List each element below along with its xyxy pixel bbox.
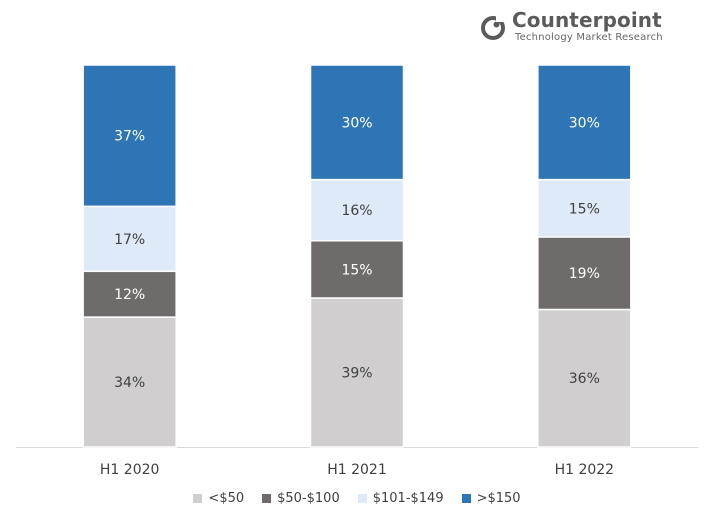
legend-label-101-149: $101-$149 — [372, 490, 444, 506]
data-label-h1-2021-50-100: 15% — [341, 262, 372, 278]
legend-item-101-149: $101-$149 — [357, 490, 444, 506]
legend-swatch-50 — [193, 493, 203, 503]
legend-item-150: >$150 — [461, 490, 521, 506]
legend-swatch-150 — [461, 493, 471, 503]
data-label-h1-2022-101-149: 15% — [569, 201, 600, 217]
stacked-bar-chart: 34% 12% 17% 37% H1 2020 39% 15% 16% 30% H1 2021 36… — [16, 64, 698, 478]
bar-segment-h1-2020-150 — [82, 64, 177, 208]
legend-label-50: <$50 — [208, 490, 245, 506]
legend-item-50: <$50 — [193, 491, 244, 506]
legend-swatch-50-100 — [262, 493, 272, 503]
logo-name: Counterpoint — [512, 8, 662, 32]
legend-label-50-100: $50-$100 — [277, 490, 340, 506]
data-label-h1-2022-50-100: 19% — [569, 266, 600, 282]
bar-segment-h1-2021-101-149 — [309, 178, 405, 242]
data-label-h1-2021-50: 39% — [341, 366, 372, 382]
data-label-h1-2020-50: 34% — [114, 375, 145, 391]
legend-label-150: >$150 — [476, 490, 521, 506]
x-tick-label-h1-2021: H1 2021 — [327, 462, 387, 478]
data-label-h1-2020-50-100: 12% — [114, 287, 145, 303]
legend-swatch-101-149 — [357, 493, 367, 503]
legend-item-50-100: $50-$100 — [262, 491, 340, 506]
data-label-h1-2021-150: 30% — [341, 115, 372, 131]
bar-segment-h1-2021-50-100 — [309, 239, 405, 299]
data-label-h1-2020-101-149: 17% — [114, 232, 145, 248]
counterpoint-logo-icon — [481, 16, 505, 40]
data-label-h1-2022-150: 30% — [569, 115, 600, 131]
bar-segment-h1-2022-101-149 — [537, 178, 632, 238]
bar-segment-h1-2020-50 — [82, 316, 177, 448]
bar-segment-h1-2021-150 — [309, 64, 405, 181]
logo-tagline: Technology Market Research — [515, 32, 663, 43]
bar-segment-h1-2020-50-100 — [82, 270, 177, 318]
bar-segment-h1-2022-50 — [537, 308, 632, 448]
counterpoint-logo: Counterpoint Technology Market Research — [479, 8, 704, 46]
data-label-h1-2022-50: 36% — [569, 371, 600, 387]
bar-segment-h1-2022-150 — [537, 64, 632, 181]
x-tick-label-h1-2022: H1 2022 — [555, 462, 615, 478]
x-tick-label-h1-2020: H1 2020 — [100, 462, 160, 478]
data-label-h1-2020-150: 37% — [114, 129, 145, 145]
chart-legend: <$50 $50-$100 $101-$149 >$150 — [0, 488, 714, 508]
data-label-h1-2021-101-149: 16% — [341, 203, 372, 219]
